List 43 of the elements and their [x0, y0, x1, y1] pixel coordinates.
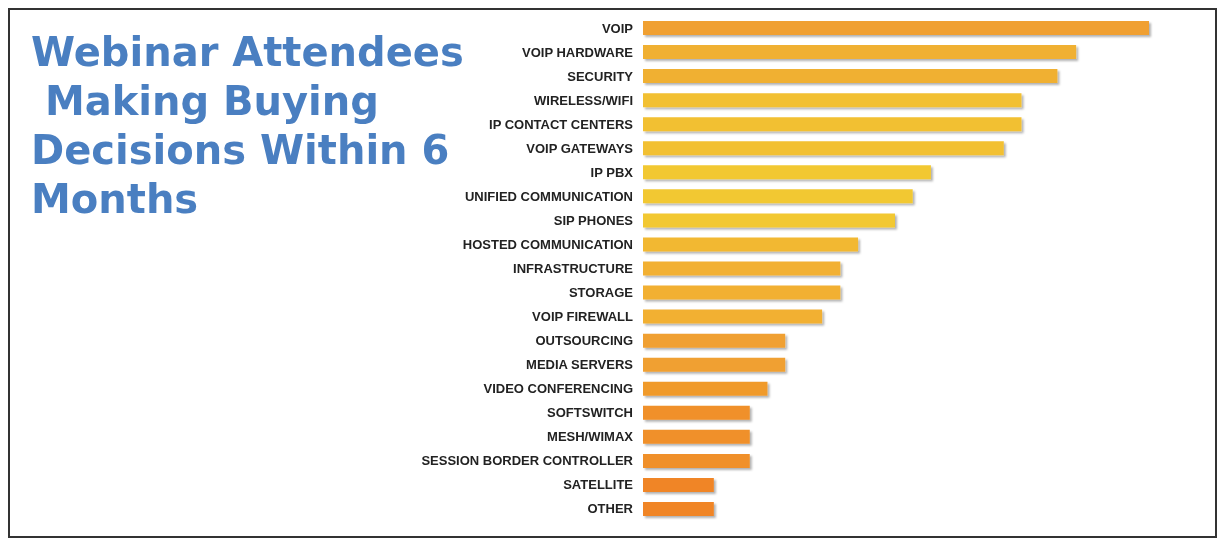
bar [643, 117, 1022, 132]
bar [643, 237, 859, 252]
bar [643, 141, 1004, 156]
y-tick-label: IP CONTACT CENTERS [489, 116, 634, 132]
y-tick-label: VOIP GATEWAYS [526, 140, 634, 156]
bar [643, 333, 786, 348]
y-tick-label: VIDEO CONFERENCING [483, 381, 633, 397]
bar [643, 189, 913, 204]
bar [643, 69, 1058, 84]
bar [643, 501, 714, 516]
bar [643, 21, 1149, 36]
bar [643, 429, 750, 444]
y-tick-label: IP PBX [590, 164, 634, 180]
y-tick-label: STORAGE [568, 285, 634, 301]
y-tick-label: WIRELESS/WIFI [534, 92, 633, 108]
bar [643, 477, 714, 492]
bar [643, 285, 841, 300]
bar [643, 381, 768, 396]
bar [643, 309, 823, 324]
bar [643, 45, 1077, 60]
y-tick-label: SATELLITE [563, 477, 634, 493]
text: Webinar Attendees Making Buying Decisions Within 6 Months [31, 28, 464, 222]
y-tick-label: MEDIA SERVERS [526, 357, 634, 373]
bar [643, 261, 841, 276]
y-tick-label: SIP PHONES [553, 212, 634, 228]
y-tick-label: VOIP [601, 20, 634, 36]
bar [643, 93, 1022, 108]
bar [643, 165, 931, 180]
y-tick-label: SESSION BORDER CONTROLLER [421, 453, 634, 469]
y-tick-label: HOSTED COMMUNICATION [462, 236, 633, 252]
y-tick-label: MESH/WIMAX [547, 429, 634, 445]
bar [643, 357, 786, 372]
y-tick-label: SOFTSWITCH [547, 405, 633, 421]
y-tick-label: OTHER [587, 501, 634, 517]
y-tick-label: VOIP HARDWARE [522, 44, 634, 60]
y-tick-label: OUTSOURCING [535, 333, 633, 349]
bar [643, 453, 750, 468]
bar [643, 405, 750, 420]
y-tick-label: VOIP FIREWALL [532, 309, 634, 325]
y-tick-label: INFRASTRUCTURE [513, 261, 634, 276]
y-tick-label: SECURITY [567, 68, 634, 84]
bar [643, 213, 895, 228]
y-tick-label: UNIFIED COMMUNICATION [464, 188, 633, 204]
